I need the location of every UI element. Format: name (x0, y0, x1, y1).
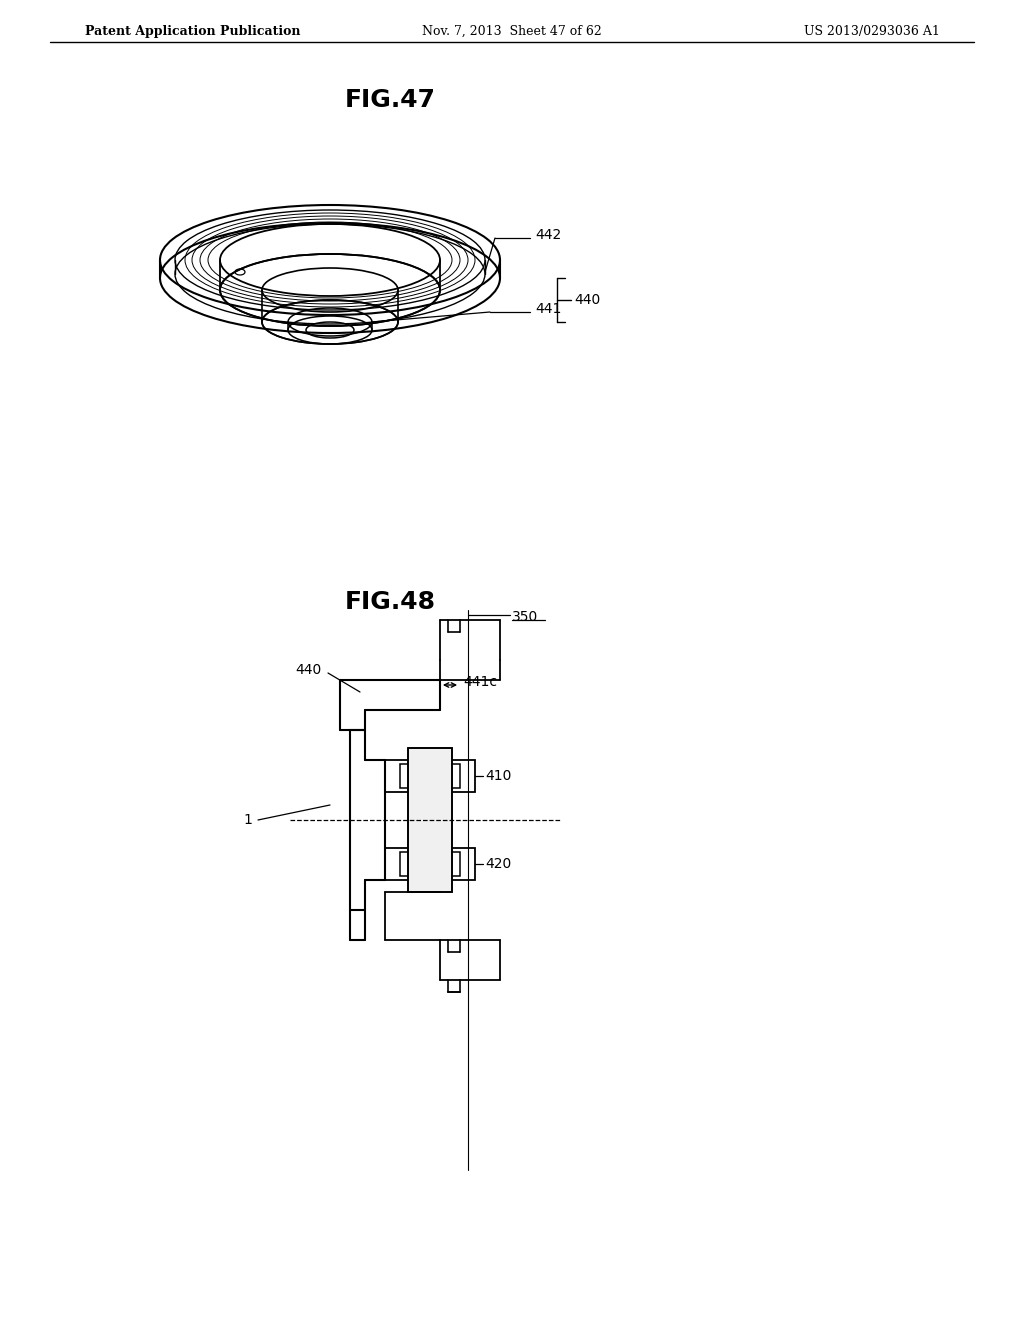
Text: 440: 440 (295, 663, 322, 677)
Bar (400, 764, 460, 788)
Text: 441: 441 (535, 302, 561, 315)
Text: 410: 410 (485, 770, 511, 783)
Text: 350: 350 (512, 610, 539, 624)
Text: Nov. 7, 2013  Sheet 47 of 62: Nov. 7, 2013 Sheet 47 of 62 (422, 25, 602, 38)
Text: FIG.48: FIG.48 (344, 590, 435, 614)
Text: US 2013/0293036 A1: US 2013/0293036 A1 (804, 25, 940, 38)
Bar (385, 847, 475, 880)
Bar (408, 748, 452, 892)
Text: Patent Application Publication: Patent Application Publication (85, 25, 300, 38)
Text: 1: 1 (244, 813, 253, 828)
Bar (385, 760, 475, 792)
Text: 420: 420 (485, 857, 511, 871)
Text: FIG.47: FIG.47 (344, 88, 435, 112)
Text: 441c: 441c (463, 675, 497, 689)
Text: 440: 440 (574, 293, 600, 308)
Bar (408, 748, 452, 892)
Bar (400, 851, 460, 876)
Text: 442: 442 (535, 228, 561, 242)
